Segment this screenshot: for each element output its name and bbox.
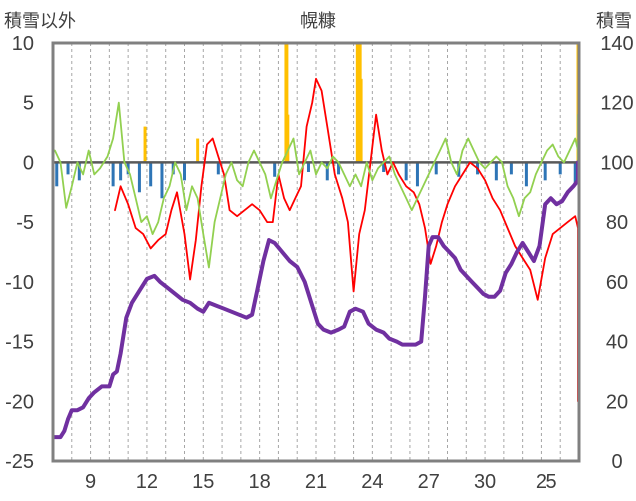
right-tick-label: 40: [606, 332, 628, 354]
x-tick-label: 15: [192, 471, 214, 493]
bar-0: [143, 126, 147, 163]
x-tick-label: 2: [536, 471, 547, 493]
bar-0: [286, 114, 290, 163]
left-axis-label: 積雪以外: [4, 11, 76, 32]
bar-1: [434, 162, 438, 175]
left-tick-label: 0: [23, 152, 34, 174]
bar-0: [359, 78, 363, 163]
bar-1: [524, 162, 528, 187]
bar-1: [325, 162, 329, 181]
right-axis-label: 積雪: [596, 11, 632, 32]
right-tick-label: 140: [600, 33, 633, 55]
bar-1: [558, 162, 562, 175]
right-tick-label: 20: [606, 391, 628, 413]
bar-1: [137, 162, 141, 193]
bar-1: [111, 162, 115, 187]
left-tick-label: -25: [5, 451, 34, 473]
right-tick-label: 120: [600, 93, 633, 115]
vertical-gridlines: [71, 43, 561, 461]
left-axis-ticks: 10 5 0 -5 -10 -15 -20 -25: [5, 33, 34, 473]
x-tick-label: 24: [361, 471, 383, 493]
bar-1: [404, 162, 408, 181]
bar-1: [216, 162, 220, 175]
series-line-3: [54, 101, 579, 269]
series-line-4: [52, 160, 580, 440]
x-tick-label: 9: [85, 471, 96, 493]
bar-0: [285, 43, 289, 163]
bar-1: [543, 162, 547, 181]
right-tick-label: 80: [606, 212, 628, 234]
bar-0: [196, 138, 200, 163]
bar-1: [160, 162, 164, 199]
bar-1: [77, 162, 81, 181]
left-tick-label: -15: [5, 332, 34, 354]
left-tick-label: 10: [12, 33, 34, 55]
left-tick-label: -20: [5, 391, 34, 413]
bar-1: [306, 162, 310, 172]
bar-1: [149, 162, 153, 187]
x-tick-label: 12: [136, 471, 158, 493]
left-tick-label: -5: [16, 212, 34, 234]
right-tick-label: 0: [611, 451, 622, 473]
x-tick-label: 27: [418, 471, 440, 493]
x-tick-label: 5: [545, 471, 556, 493]
bar-1: [573, 162, 577, 184]
right-tick-label: 100: [600, 152, 633, 174]
left-tick-label: 5: [23, 93, 34, 115]
line-series: [52, 77, 580, 440]
chart-title: 幌糠: [300, 10, 336, 32]
bar-series: [55, 43, 580, 199]
bar-1: [119, 162, 123, 181]
plot-frame: [51, 41, 581, 463]
bar-1: [415, 162, 419, 187]
bar-1: [509, 162, 513, 175]
bar-1: [382, 162, 386, 172]
x-tick-label: 30: [474, 471, 496, 493]
left-tick-label: -10: [5, 272, 34, 294]
x-axis-ticks: 9 12 15 18 21 24 27 30 25: [85, 471, 557, 493]
x-tick-label: 18: [249, 471, 271, 493]
bar-1: [494, 162, 498, 181]
right-tick-label: 60: [606, 272, 628, 294]
bar-1: [273, 162, 277, 177]
bar-1: [183, 162, 186, 181]
bar-1: [337, 162, 341, 175]
bar-1: [66, 162, 70, 175]
x-tick-label: 21: [305, 471, 327, 493]
series-line-2: [114, 77, 579, 403]
bar-1: [55, 162, 59, 187]
right-axis-ticks: 140 120 100 80 60 40 20 0: [600, 33, 633, 473]
